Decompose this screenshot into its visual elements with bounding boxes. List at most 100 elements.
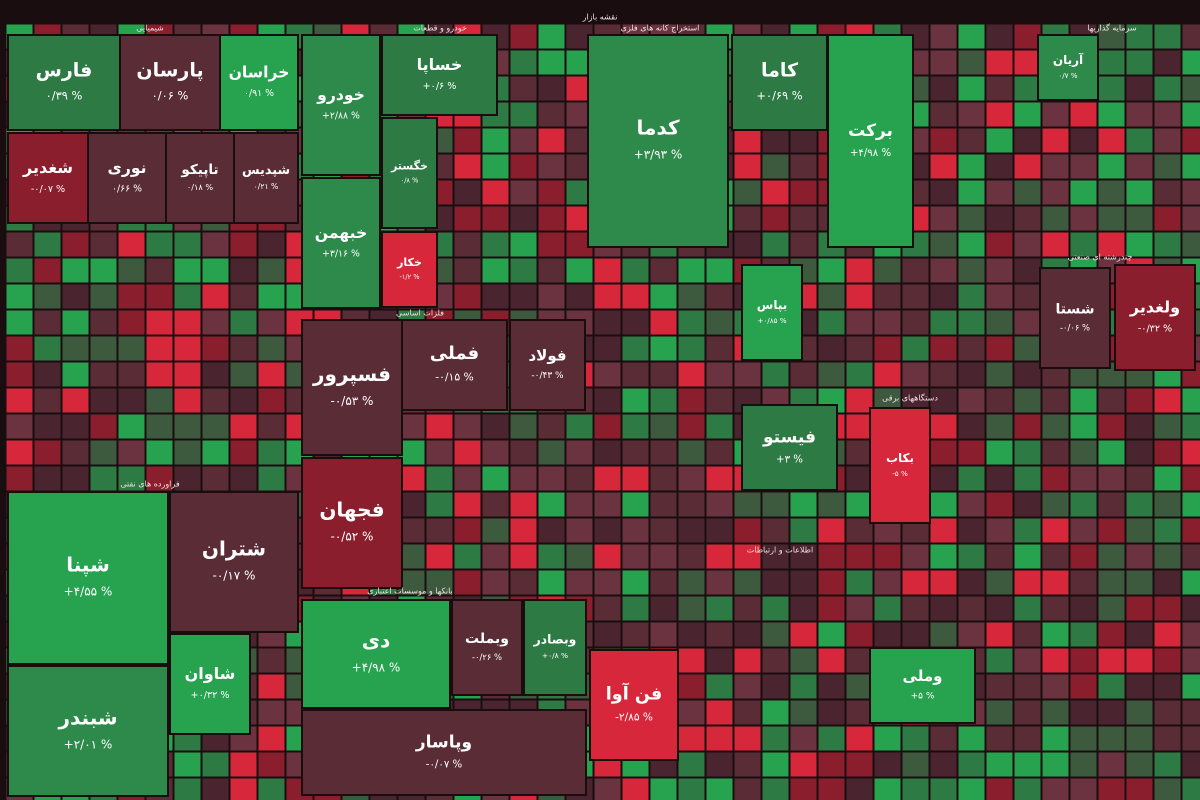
tile (817, 283, 846, 310)
tile (761, 231, 790, 258)
tile (509, 101, 538, 128)
tile (1125, 49, 1154, 76)
tile (705, 777, 734, 800)
tile (1125, 179, 1154, 206)
tile (1125, 101, 1154, 128)
tile (817, 595, 846, 622)
tile (301, 319, 403, 456)
tile (1153, 439, 1182, 466)
tile (761, 361, 790, 388)
tile (901, 595, 930, 622)
tile (301, 599, 451, 709)
tile-name: شپدیس (242, 163, 290, 178)
tile-name: فارس (36, 60, 93, 82)
tile (201, 413, 230, 440)
tile (7, 491, 169, 665)
tile (1013, 517, 1042, 544)
tile (1153, 751, 1182, 778)
tile (593, 543, 622, 570)
tile (621, 335, 650, 362)
tile (1153, 465, 1182, 492)
tile (1097, 569, 1126, 596)
tile (537, 465, 566, 492)
tile (1153, 23, 1182, 50)
tile (229, 751, 258, 778)
tile (985, 283, 1014, 310)
tile (1013, 231, 1042, 258)
tile (677, 517, 706, 544)
tile (1013, 257, 1042, 284)
tile (509, 231, 538, 258)
tile (117, 413, 146, 440)
tile-name: خودرو (316, 86, 365, 104)
tile (649, 777, 678, 800)
tile (1041, 543, 1070, 570)
tile (1069, 751, 1098, 778)
tile (901, 335, 930, 362)
tile (789, 361, 818, 388)
tile (929, 465, 958, 492)
tile (1181, 101, 1200, 128)
tile (929, 491, 958, 518)
tile-name: نوری (108, 159, 147, 177)
tile (929, 179, 958, 206)
tile (257, 465, 286, 492)
tile (593, 309, 622, 336)
tile (1153, 153, 1182, 180)
tile (1181, 725, 1200, 752)
tile-name: شتران (202, 537, 266, 561)
tile (957, 595, 986, 622)
tile-name: وبصادر (533, 632, 577, 647)
tile-change: +۰/۸ % (542, 651, 568, 660)
tile (845, 595, 874, 622)
tile (509, 569, 538, 596)
tile (1013, 153, 1042, 180)
tile (985, 699, 1014, 726)
tile (1039, 267, 1111, 369)
tile (1153, 231, 1182, 258)
tile (201, 465, 230, 492)
tile (901, 257, 930, 284)
tile (5, 283, 34, 310)
tile (1041, 179, 1070, 206)
tile (1069, 673, 1098, 700)
tile (509, 543, 538, 570)
tile (1125, 413, 1154, 440)
tile (537, 491, 566, 518)
tile (1013, 335, 1042, 362)
tile (453, 465, 482, 492)
tile (705, 621, 734, 648)
tile-name: دی (362, 629, 391, 653)
tile (845, 517, 874, 544)
tile (817, 257, 846, 284)
tile (453, 153, 482, 180)
tile (985, 231, 1014, 258)
tile (1069, 439, 1098, 466)
tile (957, 543, 986, 570)
tile (173, 335, 202, 362)
sector-title: شیمیایی (136, 24, 164, 33)
tile (537, 569, 566, 596)
tile (677, 283, 706, 310)
tile (301, 34, 381, 176)
tile (873, 751, 902, 778)
tile (537, 75, 566, 102)
tile (1097, 673, 1126, 700)
tile (929, 751, 958, 778)
tile (1013, 777, 1042, 800)
tile (61, 439, 90, 466)
tile-name: خکار (396, 256, 422, 269)
tile-change: -۲/۸۵ % (615, 711, 653, 723)
tile (705, 439, 734, 466)
tile (929, 335, 958, 362)
tile (985, 205, 1014, 232)
tile (985, 439, 1014, 466)
tile (705, 361, 734, 388)
tile (733, 751, 762, 778)
tile (89, 335, 118, 362)
tile (1069, 491, 1098, 518)
tile (1013, 725, 1042, 752)
tile (845, 387, 874, 414)
tile (985, 725, 1014, 752)
tile (761, 777, 790, 800)
